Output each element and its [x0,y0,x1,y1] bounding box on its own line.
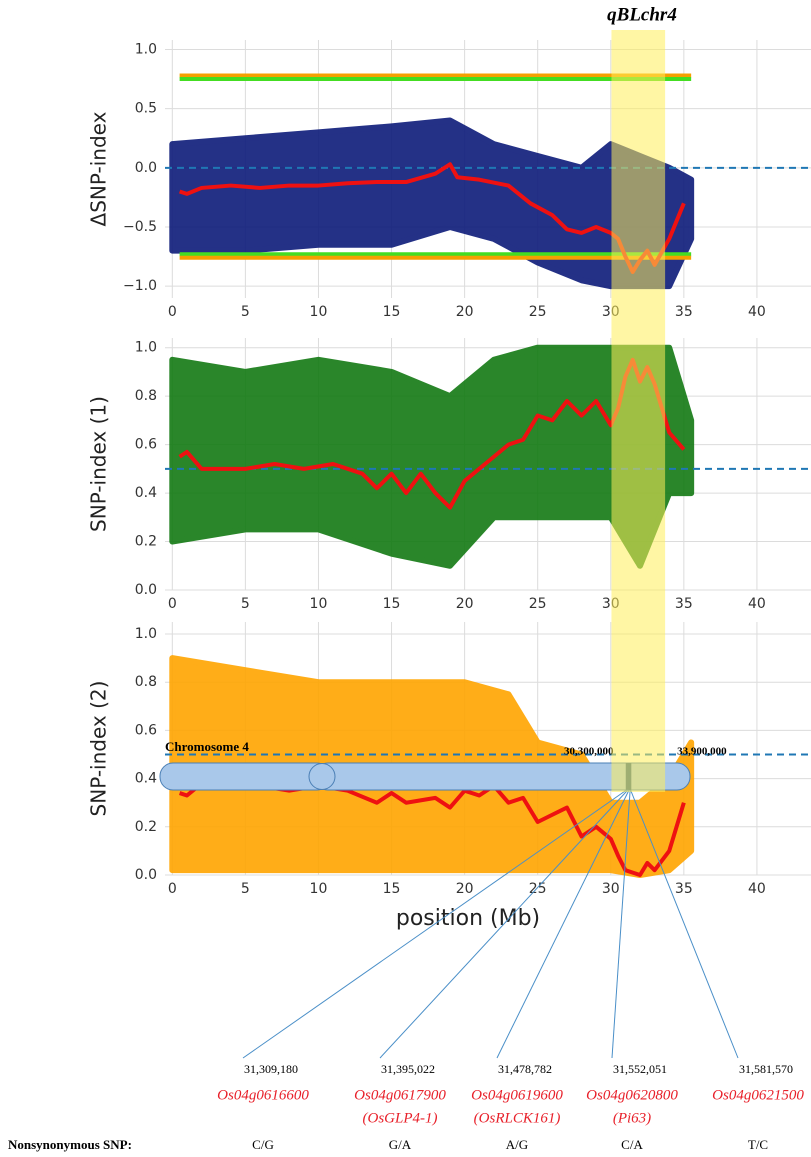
y-tick-label: 0.4 [135,485,157,501]
connector [242,789,627,1059]
y-tick-label: 0.2 [135,819,157,835]
x-tick-label: 0 [168,304,177,320]
gene-position: 31,581,570 [739,1062,793,1076]
y-tick-label: 0.6 [135,437,157,453]
x-tick-label: 15 [383,596,401,612]
x-tick-label: 0 [168,881,177,897]
gene-position: 31,478,782 [498,1062,552,1076]
x-tick-label: 5 [241,881,250,897]
gene-alias: (Pi63) [613,1110,651,1126]
y-tick-label: −0.5 [123,219,157,235]
y-tick-label: 0.0 [135,582,157,598]
x-tick-label: 35 [675,304,693,320]
centromere [308,763,336,790]
snp: C/G [252,1137,274,1152]
gene-position: 31,309,180 [244,1062,298,1076]
snp: T/C [748,1137,768,1152]
highlight-label: qBLchr4 [607,4,677,25]
x-tick-label: 15 [383,304,401,320]
x-tick-label: 10 [310,596,328,612]
y-tick-label: 1.0 [135,340,157,356]
highlight-band [611,30,666,792]
x-tick-label: 15 [383,881,401,897]
region-end: 33,900,000 [677,746,727,758]
x-tick-label: 25 [529,304,547,320]
gene-name: Os04g0617900 [354,1087,446,1103]
gene-name: Os04g0620800 [586,1087,678,1103]
chromosome-name: Chromosome 4 [165,739,249,754]
y-tick-label: 0.5 [135,101,157,117]
x-tick-label: 25 [529,596,547,612]
connector [611,789,631,1059]
snp-heading: Nonsynonymous SNP: [8,1137,132,1152]
x-tick-label: 40 [748,596,766,612]
y-tick-label: 0.6 [135,722,157,738]
region-start: 30,300,000 [564,746,614,758]
y-tick-label: 0.8 [135,388,157,404]
gene-alias: (OsRLCK161) [474,1110,561,1126]
x-tick-label: 20 [456,881,474,897]
y-tick-label: 0.4 [135,771,157,787]
y-tick-label: 0.8 [135,674,157,690]
gene-name: Os04g0621500 [712,1087,804,1103]
x-tick-label: 20 [456,304,474,320]
snp: C/A [621,1137,643,1152]
snp-cloud [169,117,695,290]
connector [630,789,739,1059]
y-tick-label: 1.0 [135,626,157,642]
x-tick-label: 20 [456,596,474,612]
y-tick-label: 0.0 [135,867,157,883]
y-tick-label: 0.2 [135,534,157,550]
x-tick-label: 40 [748,881,766,897]
y-axis-label: ΔSNP-index [87,111,111,226]
x-tick-label: 10 [310,304,328,320]
x-tick-label: 5 [241,596,250,612]
x-axis-label: position (Mb) [396,906,540,931]
x-tick-label: 5 [241,304,250,320]
connector [379,789,629,1059]
x-tick-label: 0 [168,596,177,612]
x-tick-label: 30 [602,881,620,897]
y-axis-label: SNP-index (2) [87,681,111,817]
snp: G/A [389,1137,412,1152]
y-tick-label: 0.0 [135,160,157,176]
y-tick-label: −1.0 [123,278,157,294]
connector [496,789,630,1059]
x-tick-label: 35 [675,596,693,612]
x-tick-label: 10 [310,881,328,897]
y-axis-label: SNP-index (1) [87,396,111,532]
x-tick-label: 40 [748,304,766,320]
chromosome-arm [159,762,331,791]
gene-alias: (OsGLP4-1) [363,1110,438,1126]
gene-position: 31,552,051 [613,1062,667,1076]
gene-name: Os04g0616600 [217,1087,309,1103]
snp-cloud [169,344,695,569]
snp: A/G [506,1137,528,1152]
gene-name: Os04g0619600 [471,1087,563,1103]
gene-position: 31,395,022 [381,1062,435,1076]
x-tick-label: 35 [675,881,693,897]
y-tick-label: 1.0 [135,41,157,57]
